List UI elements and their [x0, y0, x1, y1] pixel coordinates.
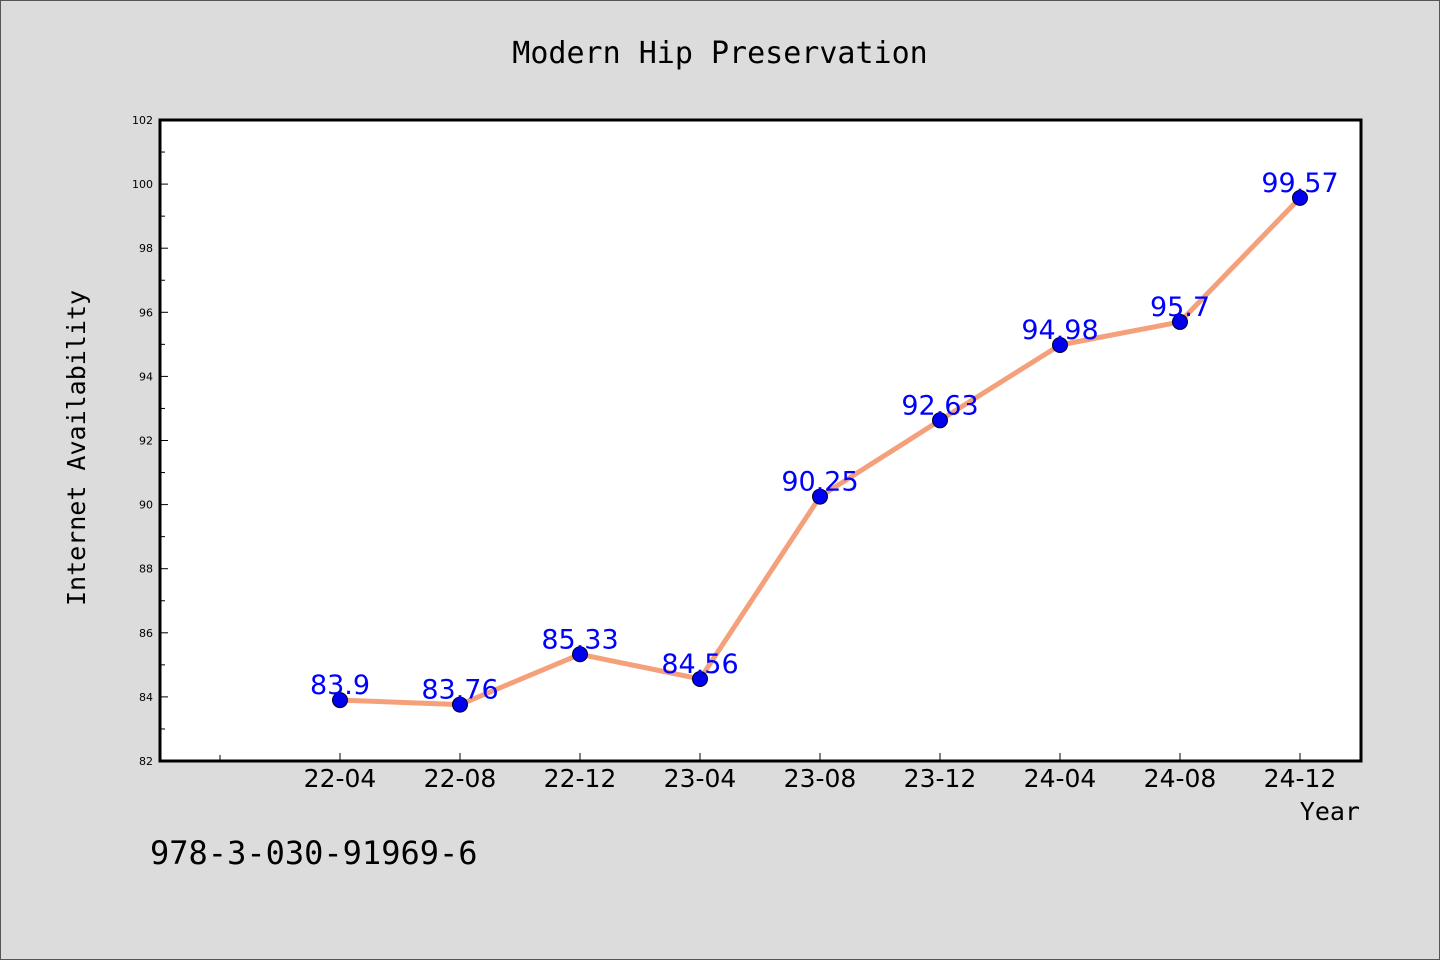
y-tick-label: 100	[132, 178, 153, 191]
x-tick-label: 23-12	[904, 764, 977, 793]
data-point	[1052, 336, 1068, 353]
data-label: 85.33	[541, 624, 618, 655]
y-tick-label: 94	[139, 370, 153, 383]
y-tick-label: 102	[132, 114, 153, 127]
data-point	[1172, 313, 1188, 330]
data-point	[452, 696, 468, 713]
data-label: 83.9	[310, 670, 370, 701]
data-point	[332, 692, 348, 709]
data-label: 92.63	[901, 390, 978, 421]
y-tick-label: 96	[139, 306, 153, 319]
data-point	[812, 488, 828, 505]
y-tick-label: 84	[139, 691, 153, 704]
data-point	[1292, 189, 1308, 206]
data-label: 95.7	[1150, 292, 1210, 323]
y-tick-label: 90	[139, 499, 153, 512]
data-label: 99.57	[1261, 168, 1338, 199]
x-tick-label: 23-08	[784, 764, 857, 793]
y-tick-label: 88	[139, 563, 153, 576]
data-point	[692, 670, 708, 687]
x-tick-label: 22-12	[544, 764, 617, 793]
y-tick-label: 82	[139, 755, 153, 768]
data-label: 90.25	[781, 467, 858, 498]
x-tick-label: 23-04	[664, 764, 737, 793]
y-axis-label: Internet Availability	[62, 290, 91, 606]
y-tick-label: 92	[139, 435, 153, 448]
data-label: 83.76	[421, 675, 498, 706]
data-labels-group: 83.9 83.76 85.33 84.56 90.25 92.63 94.98 95.7 99…	[310, 168, 1339, 706]
x-tick-label: 24-04	[1024, 764, 1097, 793]
x-tick-label: 24-08	[1144, 764, 1217, 793]
y-tick-label: 98	[139, 242, 153, 255]
plot-area	[160, 120, 1361, 761]
x-axis: 22-04 22-08 22-12 23-04 23-08 23-12 24-04 24-08…	[219, 753, 1337, 793]
x-tick-label: 22-08	[424, 764, 497, 793]
plot-border	[158, 118, 1363, 763]
data-label: 84.56	[661, 649, 738, 680]
isbn-text: 978-3-030-91969-6	[150, 834, 478, 872]
data-label: 94.98	[1021, 315, 1098, 346]
x-axis-label: Year	[1300, 797, 1360, 826]
chart-title: Modern Hip Preservation	[512, 36, 927, 71]
x-tick-label: 22-04	[304, 764, 377, 793]
data-point	[932, 412, 948, 429]
y-tick-label: 86	[139, 627, 153, 640]
series-line-group	[332, 189, 1308, 713]
data-point	[572, 646, 588, 663]
x-tick-label: 24-12	[1264, 764, 1337, 793]
